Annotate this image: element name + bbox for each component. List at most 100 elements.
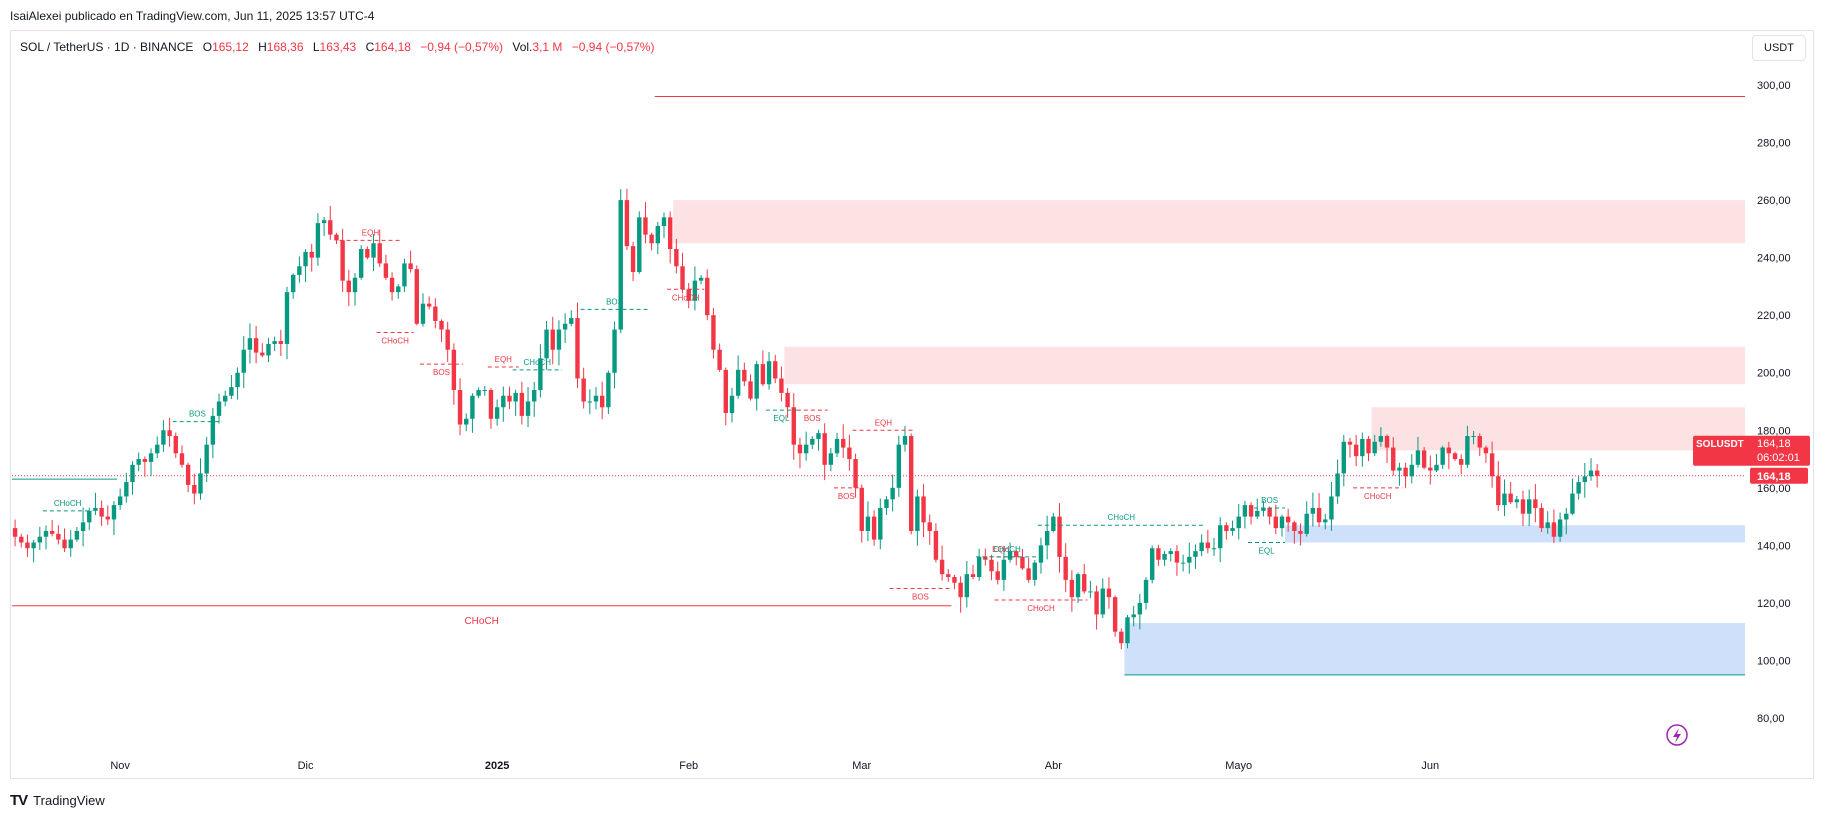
candle-body — [1298, 530, 1303, 534]
candle-body — [921, 496, 926, 523]
candle-body — [1551, 522, 1557, 537]
candle-body — [1242, 505, 1248, 517]
candle-body — [155, 444, 160, 454]
candle-body — [569, 318, 574, 324]
candle-body — [297, 266, 302, 275]
x-tick-label: Mar — [852, 760, 871, 772]
candle-body — [334, 234, 339, 241]
candle-body — [25, 542, 30, 549]
zone-demand-4 — [1124, 623, 1745, 675]
structure-label-eql: EQL — [1259, 546, 1276, 555]
candle-body — [890, 487, 895, 500]
candle-body — [1594, 470, 1600, 476]
candle-body — [1582, 476, 1588, 483]
candle-body — [705, 277, 710, 316]
candle-body — [847, 447, 852, 460]
candle-body — [1397, 467, 1402, 471]
candle-body — [680, 266, 685, 290]
symbol-tag-label: SOLUSDT — [1696, 439, 1744, 450]
candle-body — [1588, 470, 1594, 477]
candle-body — [717, 349, 722, 370]
candle-body — [810, 438, 815, 445]
x-tick-label: Nov — [110, 760, 130, 772]
candle-body — [93, 507, 98, 511]
close-label: C — [365, 40, 375, 54]
candle-body — [161, 430, 166, 445]
candle-body — [513, 392, 518, 402]
candle-body — [1557, 519, 1563, 537]
candle-body — [1162, 553, 1167, 560]
candle-body — [1316, 507, 1322, 523]
candle-body — [346, 280, 352, 293]
candle-body — [130, 464, 135, 483]
candle-body — [1477, 436, 1482, 448]
price-change: −0,94 (−0,57%) — [420, 40, 504, 54]
candle-body — [284, 292, 290, 344]
candle-body — [581, 378, 586, 402]
candle-body — [1452, 453, 1458, 460]
candle-body — [1082, 574, 1087, 592]
candle-body — [74, 530, 80, 540]
y-tick-label: 260,00 — [1757, 195, 1791, 207]
candle-body — [711, 315, 716, 350]
zone-supply-1 — [784, 346, 1745, 385]
candle-body — [1502, 493, 1507, 506]
candle-body — [1539, 507, 1544, 529]
candle-body — [1255, 510, 1260, 517]
open-label: O — [202, 40, 213, 54]
structure-label-bos: BOS — [804, 414, 821, 423]
candle-body — [1310, 507, 1316, 514]
x-tick-label: Jun — [1421, 760, 1439, 772]
candle-body — [1335, 473, 1340, 497]
candle-body — [105, 516, 110, 520]
candle-body — [1168, 551, 1173, 554]
candle-body — [476, 389, 481, 396]
candle-body — [87, 510, 92, 523]
candle-body — [1125, 617, 1130, 644]
candle-body — [878, 507, 883, 540]
footer-brand[interactable]: TV TradingView — [10, 792, 105, 809]
structure-label-eqh: EQH — [495, 355, 513, 364]
candle-body — [1434, 464, 1439, 471]
candle-body — [748, 381, 753, 399]
candle-body — [365, 249, 370, 258]
candle-body — [853, 459, 858, 488]
candle-body — [1304, 513, 1309, 534]
candle-body — [179, 453, 185, 465]
candle-body — [1248, 505, 1254, 517]
low-value: 163,43 — [319, 40, 357, 54]
currency-button[interactable]: USDT — [1752, 35, 1806, 61]
candle-body — [1372, 441, 1377, 454]
candle-body — [124, 482, 129, 497]
candle-body — [742, 369, 747, 382]
candle-body — [19, 536, 24, 543]
candle-body — [983, 556, 988, 560]
candle-body — [1143, 579, 1149, 603]
candle-body — [1409, 464, 1414, 477]
ohlc-legend: SOL / TetherUS · 1D · BINANCE O165,12 H1… — [20, 40, 654, 54]
candle-body — [241, 349, 246, 373]
candle-body — [1545, 522, 1550, 529]
y-tick-label: 200,00 — [1757, 368, 1791, 380]
candle-body — [377, 243, 382, 264]
structure-label-bos: BOS — [838, 492, 855, 501]
symbol-label[interactable]: SOL / TetherUS · 1D · BINANCE — [20, 40, 194, 54]
candle-body — [494, 407, 500, 419]
candle-body — [1069, 579, 1075, 598]
candle-body — [562, 323, 568, 330]
candle-body — [902, 436, 908, 445]
candle-body — [1156, 548, 1161, 560]
candle-body — [185, 464, 191, 485]
candle-body — [439, 320, 444, 330]
structure-label-choch: CHoCH — [54, 499, 82, 508]
candle-body — [247, 338, 253, 350]
low-label: L — [312, 40, 320, 54]
candle-body — [253, 338, 259, 353]
symbol-tag-price: 164,18 — [1757, 438, 1791, 450]
candle-body — [1057, 516, 1062, 557]
y-tick-label: 240,00 — [1757, 253, 1791, 265]
candle-body — [1514, 499, 1520, 503]
candle-body — [1051, 516, 1056, 531]
candle-body — [1001, 559, 1007, 580]
